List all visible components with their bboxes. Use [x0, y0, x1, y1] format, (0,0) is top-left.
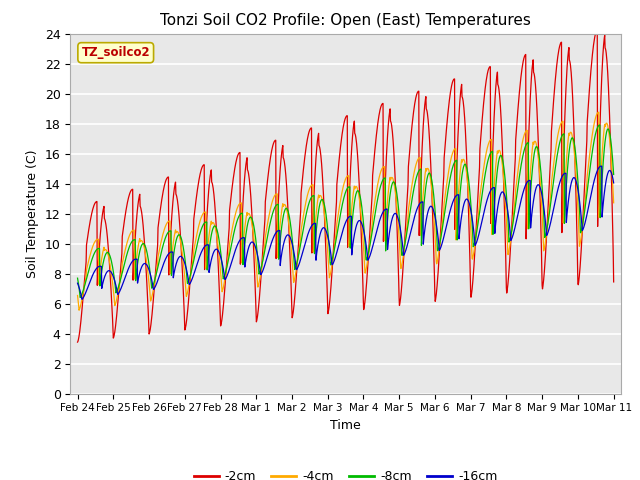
- Text: TZ_soilco2: TZ_soilco2: [81, 46, 150, 59]
- X-axis label: Time: Time: [330, 419, 361, 432]
- Legend: -2cm, -4cm, -8cm, -16cm: -2cm, -4cm, -8cm, -16cm: [189, 465, 502, 480]
- Title: Tonzi Soil CO2 Profile: Open (East) Temperatures: Tonzi Soil CO2 Profile: Open (East) Temp…: [160, 13, 531, 28]
- Y-axis label: Soil Temperature (C): Soil Temperature (C): [26, 149, 39, 278]
